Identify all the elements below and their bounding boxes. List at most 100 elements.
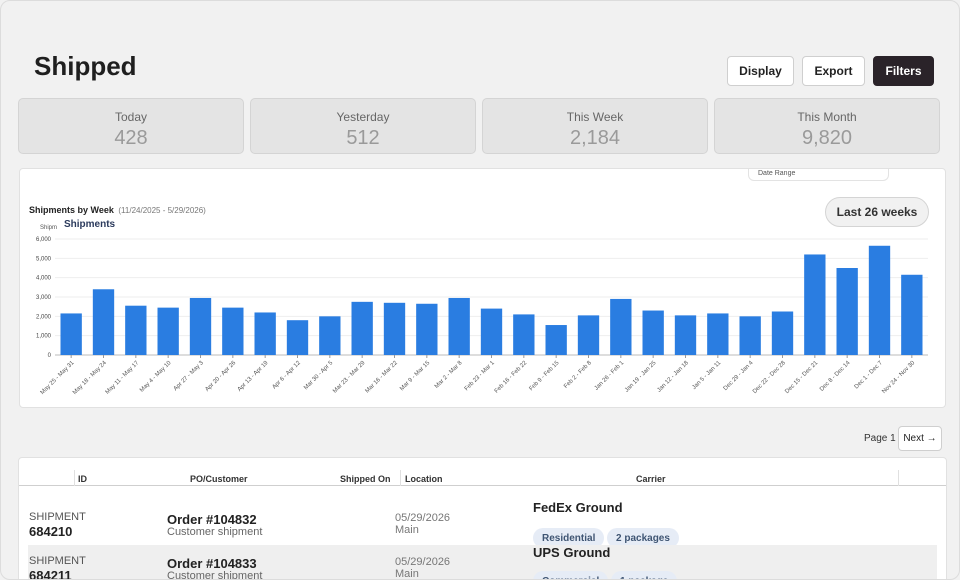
- column-divider: [74, 470, 75, 486]
- column-divider: [400, 470, 401, 486]
- x-tick-label: Mar 2 - Mar 8: [434, 360, 464, 390]
- x-tick-label: Apr 13 - Apr 19: [237, 360, 270, 393]
- date-range-picker[interactable]: [748, 169, 889, 181]
- bar: [189, 297, 212, 355]
- header-id[interactable]: ID: [78, 474, 87, 484]
- filters-button[interactable]: Filters: [873, 56, 934, 86]
- header-location[interactable]: Location: [405, 474, 443, 484]
- shipments-bar-chart: Shipm Shipments 0 1,000 2,000 3,000 4,000 5,000…: [36, 219, 928, 396]
- shipment-type: SHIPMENT: [29, 511, 86, 523]
- order-link[interactable]: Order #104833: [167, 556, 257, 571]
- legend-entry: Shipments: [64, 219, 116, 230]
- table-header: ID PO/Customer Shipped On Location Carri…: [19, 458, 946, 486]
- x-tick-label: Nov 24 - Nov 30: [881, 360, 916, 395]
- carrier-name: FedEx Ground: [533, 500, 623, 515]
- stat-value: 512: [346, 127, 380, 149]
- header-carrier[interactable]: Carrier: [636, 474, 666, 484]
- bar: [901, 274, 923, 355]
- column-divider: [898, 470, 899, 486]
- shipment-type: SHIPMENT: [29, 555, 86, 567]
- y-tick-label: 3,000: [36, 295, 52, 301]
- bar: [351, 301, 373, 355]
- x-tick-label: Apr 20 - Apr 26: [204, 360, 237, 393]
- bar: [319, 316, 341, 355]
- x-tick-label: Mar 30 - Apr 5: [303, 360, 335, 392]
- stat-card-this-week: This Week 2,184: [482, 98, 708, 154]
- table-row[interactable]: SHIPMENT 684211 Order #104833 Customer s…: [28, 545, 937, 580]
- stat-label: This Month: [797, 110, 857, 124]
- x-tick-label: Jan 26 - Feb 1: [594, 360, 626, 392]
- header-shipped-on[interactable]: Shipped On: [340, 474, 391, 484]
- location: Main: [395, 568, 419, 580]
- bar: [383, 302, 406, 355]
- display-button[interactable]: Display: [727, 56, 794, 86]
- stat-card-today: Today 428: [18, 98, 244, 154]
- x-tick-label: Apr 27 - May 3: [173, 360, 206, 393]
- shipment-number[interactable]: 684210: [29, 524, 73, 539]
- x-tick-label: May 18 - May 24: [72, 360, 108, 396]
- bar: [610, 298, 632, 355]
- y-tick-label: 0: [48, 353, 52, 359]
- bar: [125, 305, 147, 355]
- package-count-badge: 2 packages: [607, 528, 679, 548]
- stat-value: 2,184: [569, 127, 621, 149]
- export-button[interactable]: Export: [802, 56, 865, 86]
- x-tick-label: Feb 9 - Feb 15: [529, 360, 562, 393]
- bar: [642, 310, 664, 355]
- shipped-date: 05/29/2026: [395, 512, 451, 524]
- location: Main: [395, 524, 419, 536]
- next-page-button[interactable]: Next →: [898, 426, 942, 451]
- stat-value: 9,820: [801, 127, 853, 149]
- bar: [577, 315, 600, 355]
- package-count-badge: 1 package: [611, 571, 678, 579]
- x-tick-label: Jan 19 - Jan 25: [624, 360, 658, 394]
- x-tick-label: Dec 22 - Dec 28: [752, 360, 787, 395]
- chart-card: Date Range Shipments by Week (11/24/2025…: [19, 168, 946, 408]
- address-type-badge: Residential: [533, 528, 605, 548]
- bar: [739, 316, 761, 355]
- date-range-label: Date Range: [758, 170, 796, 177]
- x-tick-label: Mar 16 - Mar 22: [364, 360, 399, 395]
- x-tick-label: Feb 2 - Feb 8: [563, 360, 593, 390]
- bar: [448, 297, 470, 355]
- stat-label: Yesterday: [336, 110, 390, 124]
- y-tick-label: 1,000: [36, 334, 52, 340]
- chart-date-range: (11/24/2025 - 5/29/2026): [118, 206, 206, 215]
- stat-card-this-month: This Month 9,820: [714, 98, 940, 154]
- x-tick-label: Mar 23 - Mar 29: [332, 360, 367, 395]
- bar: [804, 254, 826, 355]
- bar: [545, 325, 567, 355]
- y-tick-label: 6,000: [36, 237, 52, 243]
- bar: [157, 307, 179, 355]
- x-tick-label: May 25 - May 31: [40, 360, 76, 396]
- y-tick-label: 2,000: [36, 314, 52, 320]
- order-link[interactable]: Order #104832: [167, 512, 257, 527]
- bar: [416, 303, 438, 355]
- page-title: Shipped: [34, 51, 137, 81]
- x-tick-label: May 4 - May 10: [139, 360, 173, 394]
- stat-card-yesterday: Yesterday 512: [250, 98, 476, 154]
- stat-label: This Week: [566, 110, 624, 124]
- customer-label: Customer shipment: [167, 526, 263, 538]
- x-tick-label: Dec 15 - Dec 21: [784, 360, 819, 395]
- range-selector-button[interactable]: Last 26 weeks: [825, 197, 929, 227]
- stat-label: Today: [114, 110, 148, 124]
- x-tick-label: Dec 1 - Dec 7: [854, 360, 885, 391]
- bar: [836, 268, 858, 355]
- page-indicator: Page 1: [864, 433, 896, 444]
- bar: [674, 315, 697, 355]
- shipment-number[interactable]: 684211: [29, 568, 72, 580]
- x-tick-label: May 11 - May 17: [105, 360, 141, 396]
- x-tick-label: Dec 8 - Dec 14: [819, 360, 852, 393]
- table-row[interactable]: SHIPMENT 684210 Order #104832 Customer s…: [19, 500, 946, 548]
- chart-title-text: Shipments by Week: [29, 205, 114, 215]
- bar: [254, 312, 276, 355]
- x-tick-label: Jan 12 - Jan 18: [656, 360, 690, 394]
- x-tick-label: Feb 16 - Feb 22: [494, 360, 529, 395]
- shipments-table: ID PO/Customer Shipped On Location Carri…: [18, 457, 947, 580]
- header-po-customer[interactable]: PO/Customer: [190, 474, 248, 484]
- bar: [286, 320, 309, 355]
- stat-value: 428: [114, 127, 148, 149]
- shipped-date: 05/29/2026: [395, 556, 451, 568]
